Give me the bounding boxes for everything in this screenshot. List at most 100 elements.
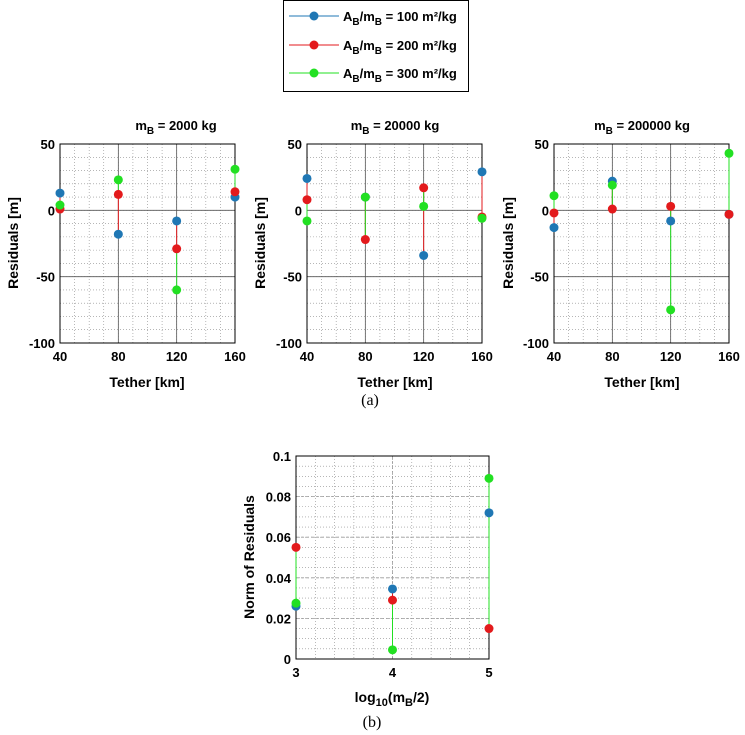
data-point	[484, 624, 494, 634]
subplot-3-title: mB = 200000 kg	[594, 118, 690, 137]
y-tick-label: 0	[542, 203, 549, 218]
x-tick-label: 40	[300, 349, 314, 364]
y-tick-label: 0	[295, 203, 302, 218]
y-tick-label: 50	[288, 137, 302, 152]
x-tick-label: 40	[547, 349, 561, 364]
x-tick-label: 80	[111, 349, 125, 364]
x-tick-label: 160	[718, 349, 740, 364]
legend-entry-300: AB/mB = 300 m²/kg	[289, 66, 457, 85]
subplot-1: 40 80 120 160 50 0 -50 -100	[29, 137, 246, 364]
data-point	[419, 183, 429, 193]
data-point	[666, 201, 676, 211]
data-point	[113, 189, 123, 199]
data-point	[484, 508, 494, 518]
y-tick-label: 0	[284, 652, 291, 667]
x-tick-label: 160	[224, 349, 246, 364]
data-point	[302, 173, 312, 183]
x-tick-label: 40	[53, 349, 67, 364]
data-point	[291, 598, 301, 608]
y-tick-label: -50	[530, 270, 549, 285]
data-point	[607, 180, 617, 190]
x-tick-label: 160	[471, 349, 493, 364]
x-tick-label: 80	[358, 349, 372, 364]
x-tick-label: 80	[605, 349, 619, 364]
data-point	[360, 235, 370, 245]
x-tick-label: 120	[413, 349, 435, 364]
y-tick-label: -100	[29, 336, 55, 351]
data-point	[360, 192, 370, 202]
legend-entry-100: AB/mB = 100 m²/kg	[289, 9, 457, 28]
y-tick-label: 0.08	[266, 490, 291, 505]
subplot-4-ylabel: Norm of Residuals	[241, 495, 257, 619]
subplot-1-xlabel: Tether [km]	[109, 374, 184, 390]
subplot-2-ylabel: Residuals [m]	[252, 197, 268, 289]
x-tick-label: 120	[166, 349, 188, 364]
data-point	[419, 201, 429, 211]
data-point	[724, 209, 734, 219]
subplot-2: 40 80 120 160 50 0 -50 -100	[276, 137, 493, 364]
subplot-3: 40 80 120 160 50 0 -50 -100	[523, 137, 740, 364]
data-point	[55, 200, 65, 210]
y-tick-label: 0	[48, 203, 55, 218]
y-tick-label: 50	[41, 137, 55, 152]
data-point	[302, 216, 312, 226]
data-point	[477, 213, 487, 223]
data-point	[172, 244, 182, 254]
data-point	[549, 191, 559, 201]
data-point	[666, 216, 676, 226]
y-tick-label: 50	[535, 137, 549, 152]
x-tick-label: 120	[660, 349, 682, 364]
y-tick-label: -100	[276, 336, 302, 351]
y-tick-label: -50	[283, 270, 302, 285]
data-point	[484, 473, 494, 483]
data-point	[230, 187, 240, 197]
subplot-2-title: mB = 20000 kg	[351, 118, 440, 137]
legend-marker-300	[309, 68, 319, 78]
data-point	[477, 167, 487, 177]
data-point	[388, 584, 397, 594]
subplot-3-xlabel: Tether [km]	[604, 374, 679, 390]
subplot-4-xlabel: log10(mB/2)	[355, 689, 430, 709]
data-point	[172, 216, 182, 226]
data-point	[113, 229, 123, 239]
data-point	[666, 305, 676, 315]
data-point	[388, 595, 397, 605]
subplot-4: 3 4 5 0.1 0.08 0.06 0.04 0.02 0	[266, 449, 494, 680]
x-tick-label: 4	[389, 665, 397, 680]
subplot-1-ylabel: Residuals [m]	[5, 197, 21, 289]
legend-marker-100	[309, 11, 319, 21]
y-tick-label: -100	[523, 336, 549, 351]
y-tick-label: 0.06	[266, 530, 291, 545]
data-point	[113, 175, 123, 185]
x-tick-label: 5	[485, 665, 492, 680]
legend-marker-200	[309, 40, 319, 50]
plot-frame	[306, 143, 483, 344]
plot-frame	[553, 143, 730, 344]
y-tick-label: -50	[36, 270, 55, 285]
data-point	[607, 204, 617, 214]
plot-frame	[59, 143, 236, 344]
data-point	[549, 223, 559, 233]
legend-label-100: AB/mB = 100 m²/kg	[343, 9, 457, 28]
legend-label-300: AB/mB = 300 m²/kg	[343, 66, 457, 85]
legend: AB/mB = 100 m²/kg AB/mB = 200 m²/kg AB/m…	[283, 0, 469, 92]
legend-entry-200: AB/mB = 200 m²/kg	[289, 38, 457, 57]
subplot-3-ylabel: Residuals [m]	[500, 197, 516, 289]
x-tick-label: 3	[292, 665, 299, 680]
caption-b: (b)	[363, 714, 382, 731]
legend-label-200: AB/mB = 200 m²/kg	[343, 38, 457, 57]
y-tick-label: 0.1	[273, 449, 291, 464]
y-tick-label: 0.02	[266, 611, 291, 626]
data-point	[549, 208, 559, 218]
caption-a: (a)	[361, 392, 379, 409]
subplot-1-title: mB = 2000 kg	[135, 118, 216, 137]
data-point	[230, 164, 240, 174]
data-point	[419, 250, 429, 260]
data-point	[55, 188, 65, 198]
subplot-2-xlabel: Tether [km]	[357, 374, 432, 390]
data-point	[172, 285, 182, 295]
data-point	[724, 148, 734, 158]
y-tick-label: 0.04	[266, 571, 292, 586]
data-point	[291, 542, 301, 552]
